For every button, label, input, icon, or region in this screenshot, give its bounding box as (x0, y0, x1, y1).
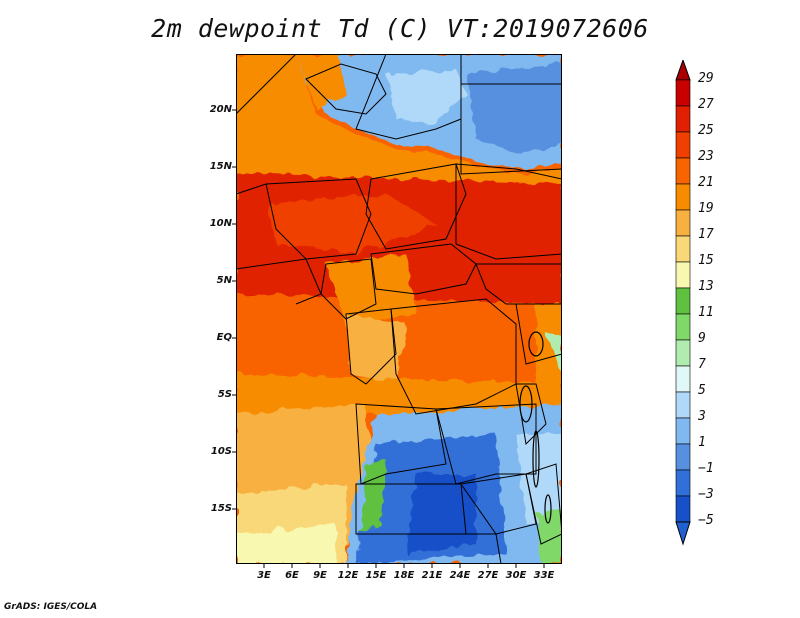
colorbar-level-label: 19 (698, 201, 714, 216)
map-panel (232, 54, 562, 568)
colorbar-level-label: 13 (698, 279, 714, 294)
lon-label: 18E (393, 570, 415, 581)
lat-label: EQ (216, 332, 232, 343)
field-north-light (386, 69, 466, 124)
colorbar-level-label: 17 (698, 227, 714, 242)
colorbar-level-label: 5 (698, 383, 706, 398)
colorbar-level-label: 15 (698, 253, 714, 268)
lat-label: 5N (216, 275, 232, 286)
colorbar-swatch (675, 417, 691, 445)
colorbar-bottom-arrow (675, 521, 691, 546)
lon-label: 6E (285, 570, 299, 581)
footer-credit: GrADS: IGES/COLA (4, 602, 98, 612)
colorbar-swatch (675, 391, 691, 419)
lon-label: 3E (257, 570, 271, 581)
colorbar-level-label: −5 (698, 513, 714, 528)
field-se-green (536, 509, 562, 564)
colorbar-swatch (675, 131, 691, 159)
colorbar-swatch (675, 261, 691, 289)
colorbar-swatch (675, 209, 691, 237)
colorbar-swatch (675, 443, 691, 471)
dewpoint-field-map (236, 54, 562, 564)
colorbar-swatches (675, 60, 691, 546)
field-east-green (546, 334, 562, 374)
colorbar-level-label: 7 (698, 357, 706, 372)
field-cameroon-patch (326, 254, 416, 324)
lon-label: 33E (533, 570, 555, 581)
colorbar-level-label: 9 (698, 331, 706, 346)
field-north-drier (466, 64, 562, 154)
colorbar-top-arrow (675, 60, 691, 81)
lat-label: 10N (209, 218, 232, 229)
map-ticks (232, 109, 545, 568)
colorbar-swatch (675, 339, 691, 367)
colorbar-swatch (675, 235, 691, 263)
colorbar-swatch (675, 365, 691, 393)
colorbar-swatch (675, 157, 691, 185)
colorbar-level-label: −3 (698, 487, 714, 502)
lon-label: 27E (477, 570, 499, 581)
lon-label: 24E (449, 570, 471, 581)
lakes (519, 331, 552, 524)
chart-title: 2m dewpoint Td (C) VT:2019072606 (151, 14, 649, 43)
field-sahel-patch (266, 194, 436, 254)
colorbar-swatch (675, 79, 691, 107)
lat-label: 15N (209, 161, 232, 172)
field-sw-pale (236, 524, 336, 564)
colorbar-level-label: 27 (698, 97, 714, 112)
colorbar-level-label: 11 (698, 305, 714, 320)
colorbar-level-label: 1 (698, 435, 706, 450)
colorbar-swatch (675, 313, 691, 341)
colorbar-swatch (675, 469, 691, 497)
colorbar-swatch (675, 183, 691, 211)
colorbar-level-label: 29 (698, 71, 714, 86)
country-borders (236, 54, 562, 564)
lon-label: 12E (337, 570, 359, 581)
lon-label: 15E (365, 570, 387, 581)
field-congo-patch (346, 314, 406, 384)
colorbar-level-label: −1 (698, 461, 714, 476)
field-south-green (361, 459, 386, 534)
lat-label: 10S (210, 446, 232, 457)
lat-label: 5S (217, 389, 232, 400)
colorbar-swatch (675, 495, 691, 523)
colorbar-level-label: 25 (698, 123, 714, 138)
colorbar-swatch (675, 105, 691, 133)
lat-label: 15S (210, 503, 232, 514)
colorbar-level-label: 23 (698, 149, 714, 164)
field-south-orange (236, 374, 562, 414)
colorbar-level-label: 21 (698, 175, 714, 190)
field-band-orange (236, 54, 562, 194)
lon-label: 30E (505, 570, 527, 581)
lon-label: 21E (421, 570, 443, 581)
lat-label: 20N (209, 104, 232, 115)
lon-label: 9E (313, 570, 327, 581)
colorbar: 29 27 25 23 21 19 17 15 13 11 9 7 5 3 1 −1 −3 −5 (668, 60, 800, 560)
colorbar-level-label: 3 (698, 409, 706, 424)
colorbar-swatch (675, 287, 691, 315)
field-east-rift (536, 304, 562, 394)
